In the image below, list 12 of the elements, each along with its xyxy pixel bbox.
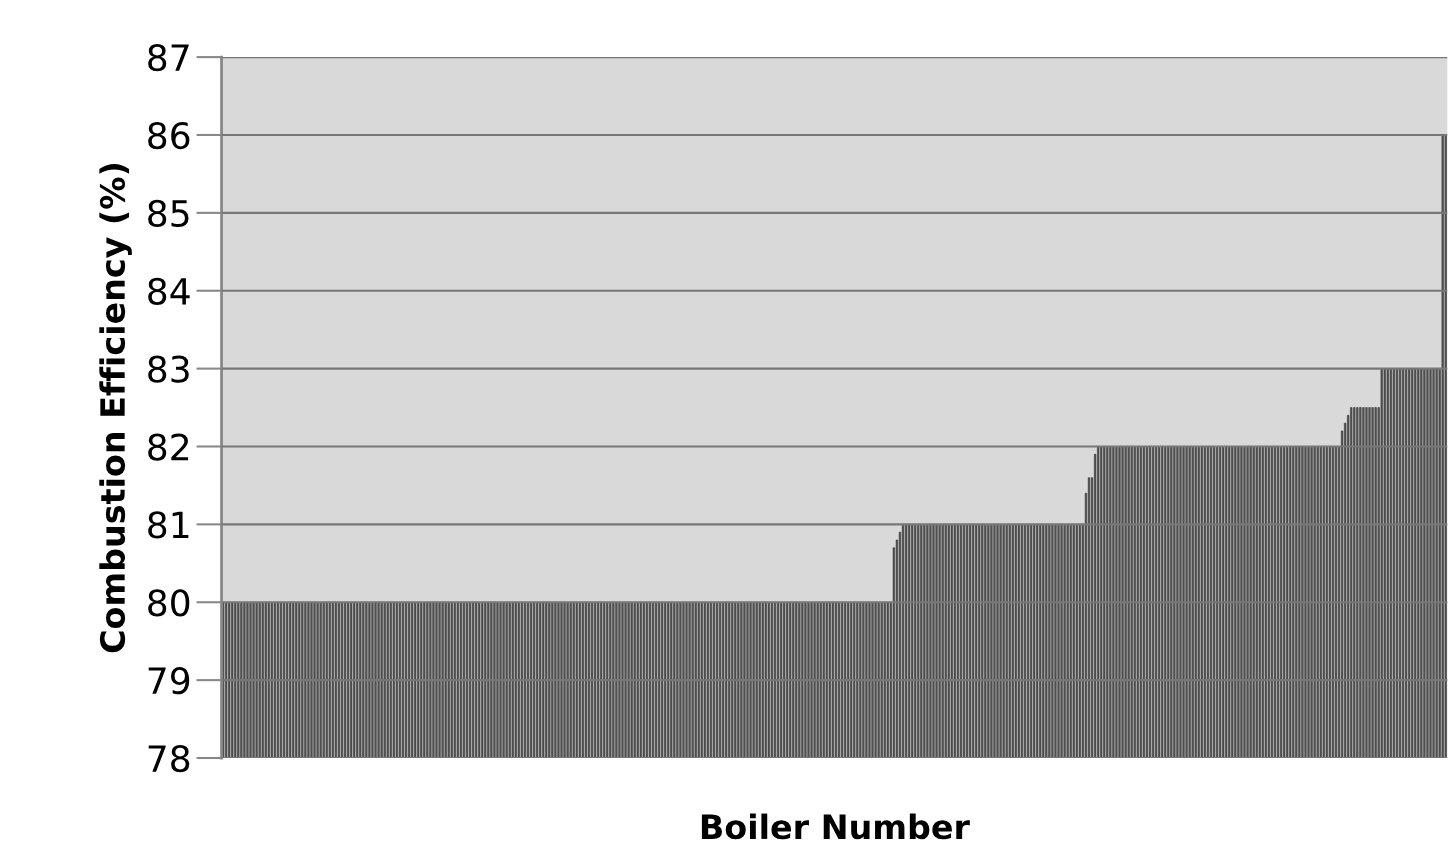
y-tick-label: 86 [148,121,190,150]
y-axis-title: Combustion Efficiency (%) [99,164,132,653]
x-axis-title: Boiler Number [701,813,970,840]
y-tick-label: 80 [148,589,190,617]
y-tick-label: 82 [148,433,189,461]
y-tick-label: 79 [148,667,190,695]
y-tick-label: 85 [148,199,189,228]
y-tick-label: 81 [148,511,189,539]
y-tick-label: 78 [148,744,190,773]
y-tick-label: 87 [148,44,189,72]
y-tick-label: 84 [148,277,190,305]
y-tick-label: 83 [148,355,189,383]
